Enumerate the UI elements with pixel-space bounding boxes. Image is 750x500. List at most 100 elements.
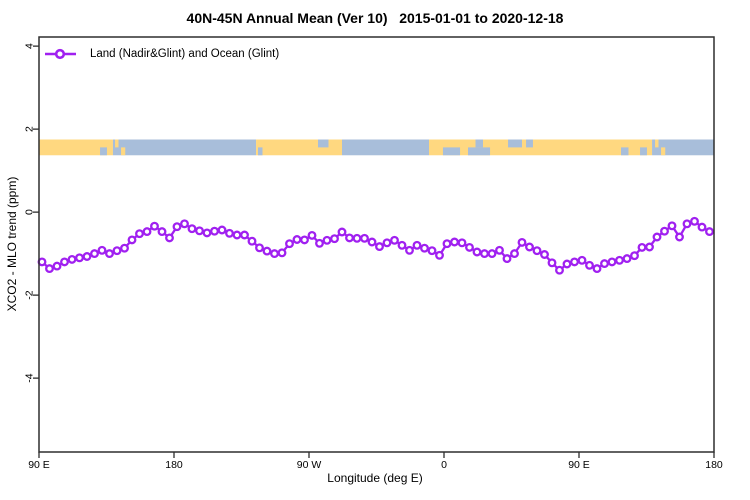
map-strip-ocean bbox=[652, 139, 714, 156]
x-tick-label: 90 E bbox=[28, 459, 50, 471]
y-axis-label: XCO2 - MLO trend (ppm) bbox=[5, 176, 19, 312]
x-tick-label: 90 W bbox=[297, 459, 322, 471]
data-point bbox=[360, 233, 369, 243]
data-point bbox=[330, 234, 339, 244]
x-tick-label: 0 bbox=[441, 459, 447, 471]
data-point bbox=[285, 239, 294, 249]
data-point bbox=[232, 230, 242, 240]
data-point bbox=[75, 253, 84, 263]
data-point bbox=[607, 257, 617, 267]
data-point bbox=[622, 254, 632, 264]
data-point bbox=[142, 227, 152, 237]
data-point bbox=[645, 242, 654, 252]
data-point bbox=[487, 249, 497, 259]
data-point bbox=[540, 250, 549, 259]
data-point bbox=[270, 249, 279, 259]
data-point bbox=[90, 249, 99, 259]
map-strip-land bbox=[256, 139, 342, 156]
data-point bbox=[337, 227, 347, 237]
map-strip-patch-ocean bbox=[640, 147, 647, 156]
data-point bbox=[255, 243, 264, 253]
map-strip-patch-ocean bbox=[442, 147, 461, 156]
data-point bbox=[112, 246, 122, 256]
data-point bbox=[480, 249, 489, 259]
data-point bbox=[532, 246, 542, 256]
legend: Land (Nadir&Glint) and Ocean (Glint) bbox=[43, 46, 279, 62]
data-point bbox=[390, 235, 399, 245]
data-point bbox=[67, 254, 77, 264]
data-point bbox=[397, 240, 407, 250]
data-point bbox=[187, 224, 197, 234]
data-point bbox=[562, 259, 572, 269]
map-strip-ocean bbox=[112, 139, 257, 156]
map-strip-patch-ocean bbox=[508, 139, 522, 148]
data-point bbox=[300, 235, 309, 245]
data-point bbox=[292, 235, 302, 244]
data-point bbox=[345, 233, 354, 243]
data-point bbox=[502, 254, 512, 264]
data-point bbox=[127, 235, 137, 245]
map-strip-patch-ocean bbox=[621, 147, 629, 156]
data-point bbox=[367, 237, 377, 247]
data-point bbox=[637, 242, 647, 252]
map-strip-patch-ocean bbox=[258, 147, 263, 156]
data-point bbox=[277, 248, 287, 258]
map-strip-patch-ocean bbox=[468, 147, 491, 156]
data-point bbox=[165, 233, 174, 243]
data-point bbox=[592, 264, 602, 274]
data-point bbox=[510, 249, 519, 259]
data-point bbox=[555, 265, 564, 275]
data-point bbox=[322, 235, 332, 245]
data-point bbox=[105, 249, 114, 259]
y-tick-label: -4 bbox=[24, 373, 36, 382]
map-strip-patch-ocean bbox=[526, 139, 533, 148]
data-point bbox=[352, 233, 362, 243]
data-point bbox=[195, 226, 204, 236]
data-point bbox=[202, 228, 212, 238]
x-tick-label: 180 bbox=[165, 459, 183, 471]
data-point bbox=[420, 243, 429, 253]
data-point bbox=[697, 222, 707, 232]
map-strip-patch-ocean bbox=[475, 139, 483, 148]
data-point bbox=[52, 261, 62, 271]
data-point bbox=[660, 226, 669, 236]
data-point bbox=[525, 242, 534, 252]
data-point bbox=[240, 230, 249, 240]
data-point bbox=[577, 255, 587, 265]
map-strip-patch-ocean bbox=[318, 139, 329, 148]
data-point bbox=[427, 246, 437, 256]
map-strip-patch-land bbox=[655, 139, 659, 148]
data-point bbox=[180, 219, 189, 229]
data-point bbox=[465, 242, 474, 252]
data-point bbox=[405, 245, 414, 255]
map-strip-patch-land bbox=[115, 139, 119, 148]
plot-border bbox=[38, 36, 715, 453]
x-tick-label: 90 E bbox=[568, 459, 590, 471]
chart-title: 40N-45N Annual Mean (Ver 10) 2015-01-01 … bbox=[186, 10, 564, 26]
map-strip-patch-land bbox=[121, 147, 126, 156]
data-point bbox=[307, 230, 317, 240]
y-tick-label: 4 bbox=[24, 43, 36, 49]
data-point bbox=[667, 221, 677, 231]
data-point bbox=[600, 259, 609, 269]
data-point bbox=[157, 227, 167, 237]
map-strip-land bbox=[39, 139, 113, 156]
data-point bbox=[315, 238, 324, 248]
data-point bbox=[585, 260, 594, 270]
y-tick-label: 0 bbox=[24, 209, 36, 215]
data-point bbox=[450, 237, 459, 247]
x-axis-label: Longitude (deg E) bbox=[327, 471, 423, 485]
x-tick-label: 180 bbox=[705, 459, 723, 471]
data-point bbox=[547, 258, 557, 268]
data-point bbox=[682, 219, 692, 229]
map-strip-patch-land bbox=[661, 147, 666, 156]
data-point bbox=[262, 246, 272, 256]
data-point bbox=[495, 245, 504, 255]
data-point bbox=[217, 225, 227, 235]
legend-series-marker-icon bbox=[45, 48, 76, 60]
map-strip-ocean bbox=[342, 139, 429, 156]
data-point bbox=[97, 245, 107, 255]
data-point bbox=[630, 251, 639, 261]
